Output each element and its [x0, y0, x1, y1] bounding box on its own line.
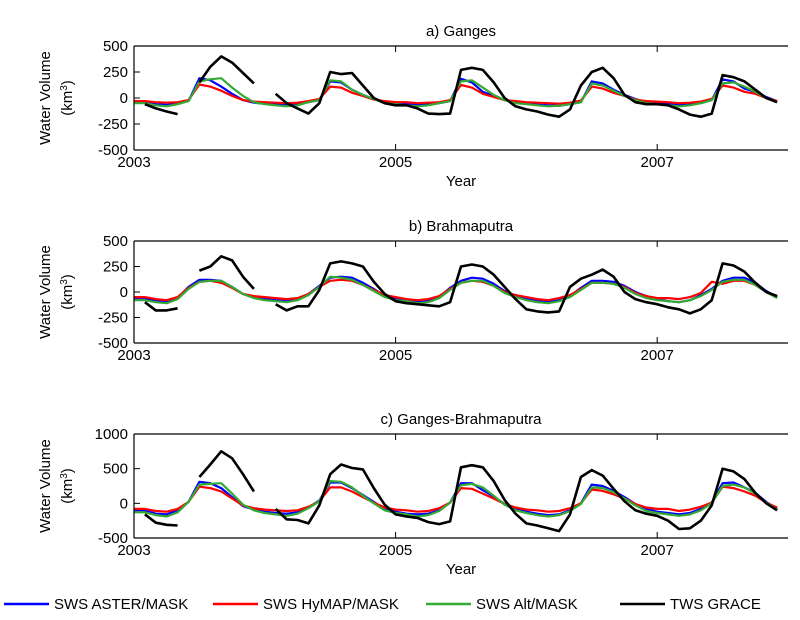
y-axis-label: Water Volume — [37, 51, 54, 145]
series-line-grace-seg2 — [198, 449, 255, 493]
series-line-grace-seg1 — [144, 301, 178, 312]
x-tick-label: 2005 — [379, 542, 412, 559]
y-tick-label: 500 — [103, 233, 128, 250]
y-tick-label: 1000 — [95, 426, 128, 443]
y-tick-label: 0 — [120, 495, 128, 512]
y-tick-label: -250 — [98, 116, 128, 133]
y-tick-label: 250 — [103, 259, 128, 276]
series-line-grace-seg3 — [275, 260, 778, 315]
x-tick-label: 2007 — [641, 347, 674, 364]
legend-item-alt: SWS Alt/MASK — [426, 596, 578, 613]
panel-title: a) Ganges — [426, 23, 496, 40]
legend-item-grace: TWS GRACE — [620, 596, 761, 613]
series-line-grace-seg1 — [144, 513, 178, 527]
x-tick-label: 2007 — [641, 154, 674, 171]
legend: SWS ASTER/MASK SWS HyMAP/MASK SWS Alt/MASK… — [4, 596, 761, 613]
series-group — [134, 55, 778, 118]
legend-label: SWS ASTER/MASK — [54, 596, 188, 613]
panel-title: c) Ganges-Brahmaputra — [381, 411, 543, 428]
y-axis-unit: (km3) — [59, 274, 77, 310]
x-tick-label: 2003 — [117, 542, 150, 559]
series-group — [134, 449, 778, 533]
y-axis-unit: (km3) — [59, 80, 77, 116]
y-tick-label: 250 — [103, 64, 128, 81]
y-axis-unit: (km3) — [59, 468, 77, 504]
legend-item-hymap: SWS HyMAP/MASK — [213, 596, 399, 613]
x-tick-label: 2007 — [641, 542, 674, 559]
x-axis-label: Year — [446, 561, 476, 578]
series-line-grace-seg1 — [144, 102, 178, 116]
series-line-grace-seg3 — [274, 463, 778, 533]
legend-label: TWS GRACE — [670, 596, 761, 613]
y-axis-label: Water Volume — [37, 439, 54, 533]
y-tick-label: -500 — [98, 530, 128, 547]
legend-item-aster: SWS ASTER/MASK — [4, 596, 188, 613]
y-tick-label: -500 — [98, 142, 128, 159]
x-tick-label: 2005 — [379, 347, 412, 364]
legend-label: SWS HyMAP/MASK — [263, 596, 399, 613]
x-tick-label: 2003 — [117, 347, 150, 364]
series-group — [134, 254, 778, 315]
x-axis-label: Year — [446, 173, 476, 190]
y-tick-label: 0 — [120, 90, 128, 107]
panel-title: b) Brahmaputra — [409, 218, 514, 235]
y-tick-label: -500 — [98, 335, 128, 352]
series-line-grace-seg3 — [274, 66, 778, 118]
x-tick-label: 2003 — [117, 154, 150, 171]
y-tick-label: 500 — [103, 461, 128, 478]
y-tick-label: -250 — [98, 310, 128, 327]
legend-label: SWS Alt/MASK — [476, 596, 578, 613]
x-tick-label: 2005 — [379, 154, 412, 171]
y-tick-label: 500 — [103, 38, 128, 55]
series-line-grace-seg2 — [198, 254, 255, 290]
y-axis-label: Water Volume — [37, 245, 54, 339]
series-line-grace-seg2 — [198, 55, 255, 85]
y-tick-label: 0 — [120, 284, 128, 301]
